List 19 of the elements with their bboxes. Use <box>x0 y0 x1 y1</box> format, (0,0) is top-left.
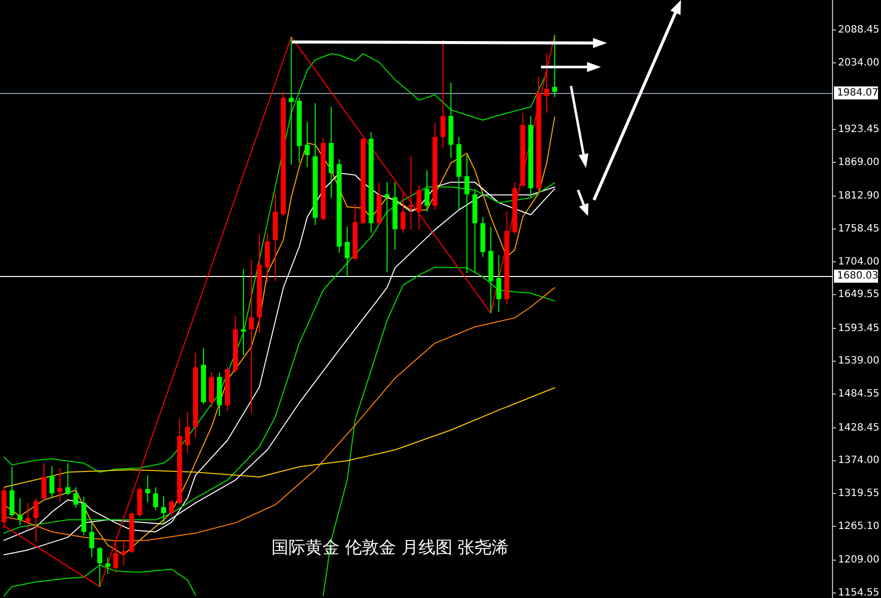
y-tick-label: 1812.90 <box>838 190 880 202</box>
y-tick-label: 1923.45 <box>838 124 880 135</box>
y-tick-label: 1649.55 <box>838 289 880 300</box>
y-tick-label: 2034.00 <box>838 57 880 68</box>
y-tick-label: 2088.45 <box>838 24 880 36</box>
y-tick-label: 1593.45 <box>838 322 880 334</box>
y-tick-label: 1428.45 <box>838 422 880 434</box>
ref-line-label: 1680.03 <box>837 270 878 282</box>
y-tick-label: 1869.00 <box>838 156 880 168</box>
y-tick-label: 1154.55 <box>838 588 880 598</box>
y-tick-label: 1374.00 <box>838 455 880 466</box>
y-tick-label: 1319.55 <box>838 488 880 500</box>
y-tick-label: 1265.10 <box>838 520 880 532</box>
y-tick-label: 1209.00 <box>838 554 880 566</box>
y-tick-label: 1704.00 <box>838 256 880 268</box>
y-tick-label: 1539.00 <box>838 356 880 367</box>
y-tick-label: 1758.45 <box>838 223 880 234</box>
y-tick-label: 1484.55 <box>838 388 880 400</box>
ref-line-label: 1984.07 <box>837 87 878 98</box>
